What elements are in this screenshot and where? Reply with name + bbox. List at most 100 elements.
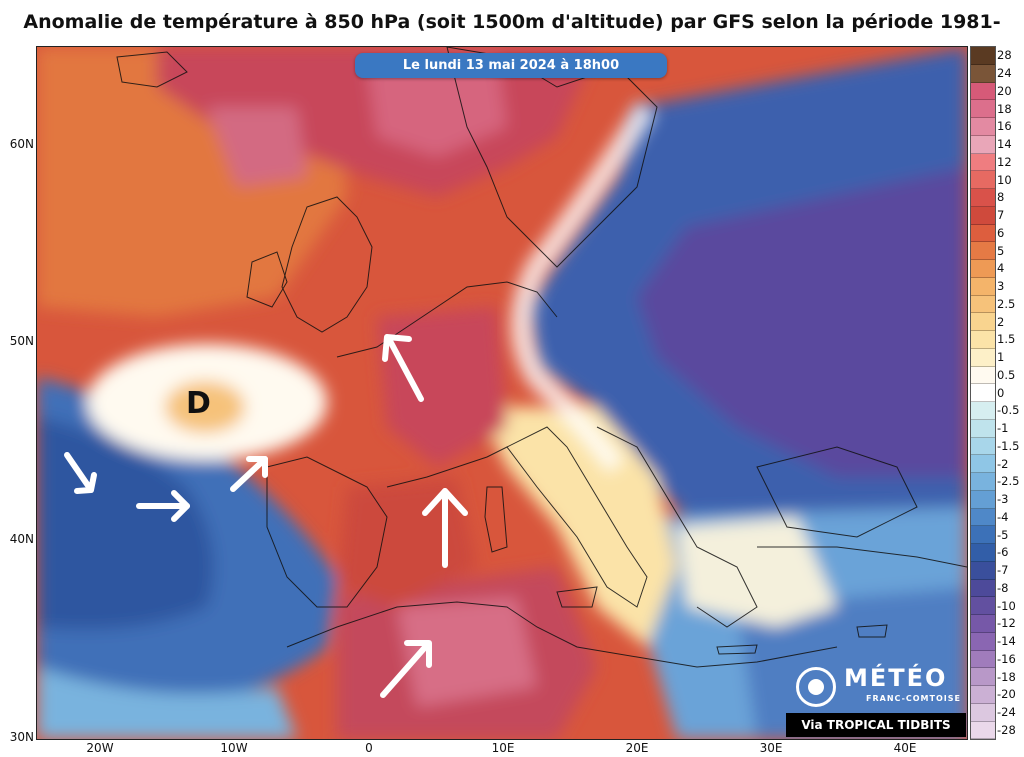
legend-label: 6 xyxy=(997,225,1005,240)
legend-label: 1 xyxy=(997,350,1005,365)
legend-swatch: 4 xyxy=(971,260,1004,278)
legend-label: 0.5 xyxy=(997,367,1016,382)
legend-swatch: 24 xyxy=(971,64,1012,83)
legend-swatch: 0 xyxy=(971,384,1004,402)
legend-swatch: 2 xyxy=(971,313,1004,331)
legend-swatch: 1 xyxy=(971,348,1004,367)
legend-swatch: -28 xyxy=(971,721,1016,740)
credit-label: Via TROPICAL TIDBITS xyxy=(786,713,966,737)
legend-label: -10 xyxy=(997,598,1016,613)
coast-sicily xyxy=(556,586,598,608)
coast-north-africa xyxy=(286,601,838,668)
legend-label: -28 xyxy=(997,722,1016,737)
coast-balkans xyxy=(596,426,758,628)
legend-label: -12 xyxy=(997,616,1016,631)
legend-swatch: 12 xyxy=(971,153,1012,172)
legend-label: 16 xyxy=(997,119,1012,134)
legend-label: 18 xyxy=(997,101,1012,116)
anomaly-map xyxy=(36,46,968,740)
legend-swatch: -1 xyxy=(971,419,1008,438)
neutral-front xyxy=(511,101,657,474)
legend-label: 8 xyxy=(997,190,1005,205)
legend-swatch: 14 xyxy=(971,135,1012,154)
legend-swatch: -0.5 xyxy=(971,402,1019,420)
legend-label: 20 xyxy=(997,83,1012,98)
legend-swatch: 8 xyxy=(971,189,1004,207)
legend-label: -0.5 xyxy=(997,403,1020,418)
logo-subtitle: FRANC-COMTOISE xyxy=(866,694,961,703)
coast-turkey xyxy=(757,546,967,568)
legend-label: 10 xyxy=(997,172,1012,187)
legend-swatch: -4 xyxy=(971,508,1008,527)
coast-scandinavia xyxy=(446,47,658,268)
legend-label: 28 xyxy=(997,48,1012,63)
arrow-mediterranean xyxy=(422,488,468,568)
legend-swatch: 7 xyxy=(971,206,1004,225)
color-legend: 28 24 20 18 16 14 12 10 8 7 6 5 4 3 2.5 2 1.5 1 0.5 0 -0.5 -1… xyxy=(970,46,1019,740)
legend-label: 24 xyxy=(997,66,1012,81)
legend-swatch: -14 xyxy=(971,632,1016,651)
lon-tick-10w: 10W xyxy=(220,741,248,755)
coastlines xyxy=(116,47,967,668)
legend-label: -6 xyxy=(997,545,1009,560)
legend-swatch: -1.5 xyxy=(971,437,1019,456)
cold-east-purple xyxy=(637,167,967,477)
legend-swatch: -7 xyxy=(971,561,1008,580)
legend-swatch: 20 xyxy=(971,82,1012,101)
arrow-france xyxy=(382,334,424,402)
coast-france-med xyxy=(386,446,508,488)
legend-swatch: 10 xyxy=(971,171,1012,189)
legend-label: -5 xyxy=(997,527,1009,542)
legend-swatch: -8 xyxy=(971,579,1008,598)
pale-balkans xyxy=(677,517,837,627)
legend-swatch: 18 xyxy=(971,100,1012,118)
legend-swatch: 1.5 xyxy=(971,331,1015,349)
date-label: Le lundi 13 mai 2024 à 18h00 xyxy=(355,53,667,78)
coast-ireland xyxy=(246,251,288,308)
cold-southeast-deep xyxy=(737,587,967,739)
coast-corsica-sardinia xyxy=(484,486,508,553)
arrow-north-africa xyxy=(380,640,432,698)
coast-italy xyxy=(506,426,648,608)
legend-label: 12 xyxy=(997,154,1012,169)
legend-swatch: 16 xyxy=(971,118,1012,136)
coast-british-isles xyxy=(281,196,373,333)
legend-label: 5 xyxy=(997,243,1005,258)
lat-tick-60n: 60N xyxy=(9,137,34,151)
legend-swatch: 28 xyxy=(971,47,1012,65)
legend-swatch: 6 xyxy=(971,224,1004,243)
lat-tick-50n: 50N xyxy=(9,334,34,348)
legend-swatch: -16 xyxy=(971,650,1016,669)
legend-label: -1.5 xyxy=(997,438,1020,453)
coast-iberia xyxy=(266,456,388,608)
lon-tick-30e: 30E xyxy=(759,741,783,755)
legend-label: 14 xyxy=(997,137,1012,152)
legend-swatch: -2 xyxy=(971,455,1008,473)
page-title: Anomalie de température à 850 hPa (soit … xyxy=(23,11,1001,77)
logo-mark-icon xyxy=(796,667,836,707)
pink-highlight xyxy=(367,57,507,157)
coast-iceland xyxy=(116,51,188,88)
legend-swatch: -2.5 xyxy=(971,473,1019,491)
low-pressure-label: D xyxy=(186,386,211,421)
legend-label: -8 xyxy=(997,580,1009,595)
lon-tick-20e: 20E xyxy=(625,741,649,755)
coast-cyprus xyxy=(856,624,888,638)
legend-label: -4 xyxy=(997,509,1009,524)
legend-label: 2.5 xyxy=(997,296,1016,311)
brand-logo: MÉTÉO FRANC-COMTOISE xyxy=(796,664,966,710)
legend-label: -2.5 xyxy=(997,474,1020,489)
coast-crete xyxy=(716,644,758,655)
legend-label: -7 xyxy=(997,563,1009,578)
legend-swatch: -20 xyxy=(971,686,1016,704)
legend-label: 4 xyxy=(997,261,1005,276)
low-core xyxy=(165,381,245,433)
legend-label: -3 xyxy=(997,492,1009,507)
arrow-atlantic-2 xyxy=(136,490,190,522)
legend-label: 1.5 xyxy=(997,332,1016,347)
legend-swatch: -24 xyxy=(971,703,1016,722)
coast-europe-atlantic xyxy=(336,281,558,358)
legend-swatch: -12 xyxy=(971,615,1016,633)
legend-swatch: 5 xyxy=(971,242,1004,260)
legend-label: 3 xyxy=(997,279,1005,294)
